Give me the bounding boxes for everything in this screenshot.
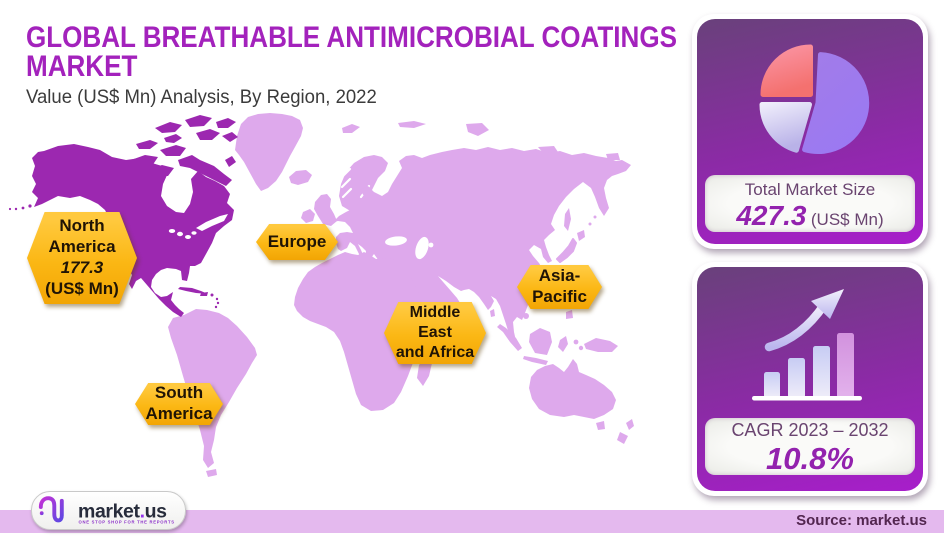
svg-text:ONE STOP SHOP FOR THE REPORTS: ONE STOP SHOP FOR THE REPORTS <box>79 520 175 525</box>
svg-text:market.us: market.us <box>78 501 167 523</box>
